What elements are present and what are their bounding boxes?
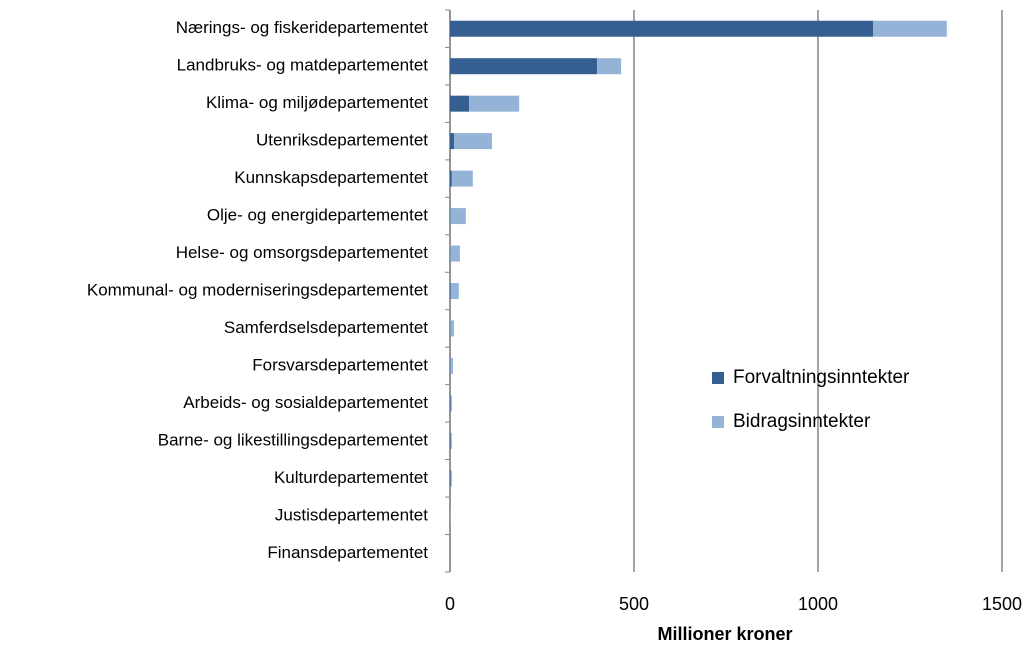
bar-segment	[450, 470, 451, 487]
bar-segment	[451, 170, 473, 187]
x-tick-label: 1000	[798, 594, 838, 614]
y-tick-label: Kunnskapsdepartementet	[234, 168, 428, 187]
y-tick-label: Helse- og omsorgsdepartementet	[176, 243, 429, 262]
legend-label: Forvaltningsinntekter	[733, 367, 910, 388]
y-tick-label: Nærings- og fiskeridepartementet	[176, 18, 429, 37]
bar-segment	[450, 58, 598, 75]
bar-segment	[450, 170, 452, 187]
y-tick-label: Arbeids- og sosialdepartementet	[183, 393, 428, 412]
bar-segment	[450, 208, 466, 225]
bar-segment	[597, 58, 622, 75]
bar-segment	[454, 133, 492, 150]
y-tick-label: Finansdepartementet	[267, 543, 428, 562]
bar-segment	[450, 320, 455, 337]
legend-label: Bidragsinntekter	[733, 411, 871, 432]
x-tick-label: 500	[619, 594, 649, 614]
y-tick-label: Kulturdepartementet	[274, 468, 428, 487]
y-tick-label: Klima- og miljødepartementet	[206, 93, 428, 112]
y-tick-label: Olje- og energidepartementet	[207, 206, 428, 225]
bar-segment	[450, 20, 874, 37]
bar-segment	[450, 357, 453, 374]
y-tick-label: Samferdselsdepartementet	[224, 318, 428, 337]
y-tick-label: Barne- og likestillingsdepartementet	[158, 430, 429, 449]
legend-swatch	[712, 416, 724, 428]
legend-swatch	[712, 372, 724, 384]
bar-segment	[450, 470, 452, 487]
bar-segment	[450, 283, 451, 299]
x-axis-title: Millioner kroner	[657, 624, 792, 644]
bar-segment	[450, 432, 451, 449]
x-tick-label: 1500	[982, 594, 1022, 614]
bar-segment	[450, 283, 459, 299]
bar-segment	[450, 95, 470, 112]
y-tick-label: Forsvarsdepartementet	[252, 355, 428, 374]
y-tick-label: Kommunal- og moderniseringsdepartementet	[87, 280, 428, 299]
bar-segment	[450, 395, 452, 412]
y-tick-label: Utenriksdepartementet	[256, 131, 428, 150]
bar-segment	[450, 133, 455, 150]
bar-segment	[469, 95, 520, 112]
bar-segment	[450, 395, 451, 412]
y-tick-label: Justisdepartementet	[275, 505, 428, 524]
bar-segment	[450, 245, 460, 262]
y-tick-label: Landbruks- og matdepartementet	[177, 56, 429, 75]
bar-segment	[873, 20, 947, 37]
bar-segment	[450, 432, 452, 449]
x-tick-label: 0	[445, 594, 455, 614]
